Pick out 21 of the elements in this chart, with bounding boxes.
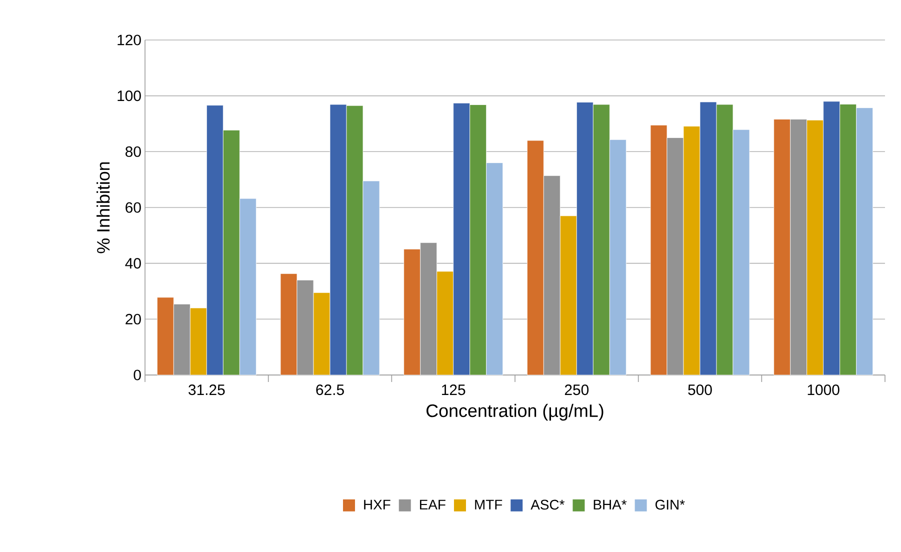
x-tick-label: 62.5	[316, 384, 344, 396]
legend-label: BHA*	[594, 500, 627, 510]
y-axis-title: % Inhibition	[96, 162, 110, 254]
y-tick-label: 80	[126, 146, 141, 157]
legend-label: ASC*	[530, 500, 565, 510]
x-tick-label: 1000	[808, 384, 840, 396]
x-tick-label: 250	[564, 384, 589, 396]
x-tick-label: 31.25	[188, 384, 225, 396]
legend-label: GIN*	[656, 500, 685, 510]
y-tick-label: 120	[118, 34, 141, 46]
x-axis-title: Concentration (µg/mL)	[426, 404, 604, 421]
x-tick-label: 125	[442, 384, 466, 396]
legend-label: HXF	[364, 500, 390, 510]
y-tick-label: 40	[125, 258, 141, 269]
y-tick-label: 20	[126, 314, 141, 324]
y-tick-label: 100	[118, 90, 141, 102]
y-tick-label: 0	[134, 370, 141, 380]
legend-label: EAF	[420, 500, 446, 510]
legend-label: MTF	[475, 500, 502, 510]
x-tick-label: 500	[688, 384, 712, 396]
y-tick-label: 60	[126, 202, 141, 213]
